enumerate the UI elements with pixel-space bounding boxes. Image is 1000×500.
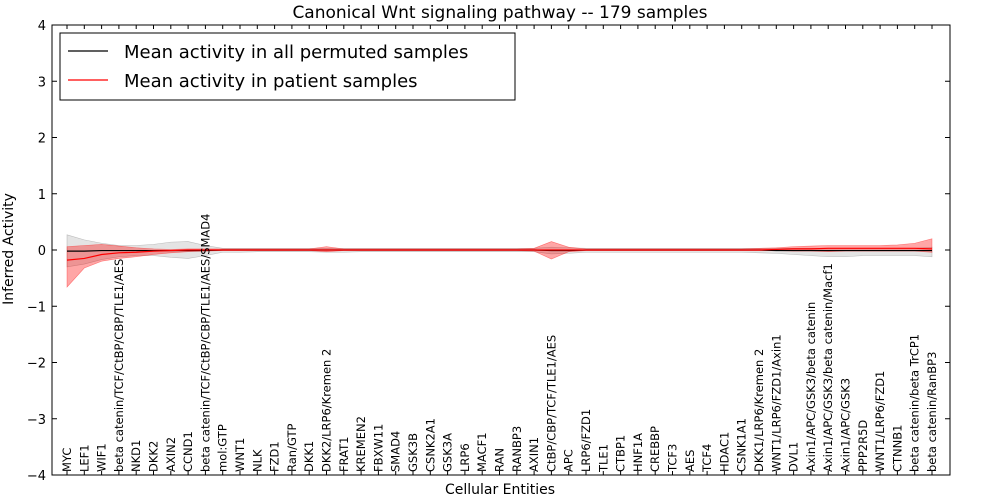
category-label: GSK3B — [406, 433, 420, 472]
category-label: mol:GTP — [216, 424, 230, 472]
category-label: DKK2 — [147, 441, 161, 472]
category-label: TCF3 — [666, 444, 680, 473]
y-tick-label: 0 — [38, 244, 46, 259]
category-label: beta catenin/beta TrCP1 — [908, 334, 922, 472]
legend-label-patient: Mean activity in patient samples — [124, 71, 418, 92]
category-label: CTBP1 — [614, 435, 628, 472]
category-label: WNT1/LRP6/FZD1/Axin1 — [769, 334, 783, 472]
y-tick-label: −1 — [27, 300, 46, 315]
category-label: Axin1/APC/GSK3/beta catenin/Macf1 — [821, 263, 835, 472]
category-label: WIF1 — [95, 443, 109, 472]
category-label: AXIN2 — [164, 437, 178, 472]
y-tick-label: −4 — [27, 469, 46, 484]
category-label: KREMEN2 — [354, 416, 368, 472]
category-label: APC — [562, 449, 576, 472]
y-tick-label: 3 — [38, 75, 46, 90]
x-axis-title: Cellular Entities — [445, 482, 555, 498]
category-label: beta catenin/RanBP3 — [925, 352, 939, 472]
category-label: CTNNB1 — [890, 425, 904, 472]
y-tick-label: −3 — [27, 413, 46, 428]
category-label: TLE1 — [596, 444, 610, 473]
category-label: TCF4 — [700, 444, 714, 473]
y-tick-label: 1 — [38, 188, 46, 203]
band-permuted — [66, 234, 933, 268]
category-label: DKK1 — [302, 441, 316, 472]
y-tick-label: 2 — [38, 132, 46, 147]
category-label: HNF1A — [631, 433, 645, 472]
category-label: FZD1 — [268, 441, 282, 472]
category-labels: MYC LEF1 WIF1 beta catenin/TCF/CtBP/CBP/TLE… — [60, 25, 939, 475]
legend-box — [59, 32, 516, 101]
category-label: RAN — [493, 448, 507, 472]
category-label: CSNK2A1 — [423, 418, 437, 472]
category-label: Ran/GTP — [285, 424, 299, 472]
category-label: AES — [683, 450, 697, 472]
chart-title: Canonical Wnt signaling pathway -- 179 s… — [292, 3, 707, 23]
lines-layer — [66, 247, 933, 261]
category-label: MACF1 — [475, 432, 489, 472]
y-tick-label: −2 — [27, 357, 46, 372]
category-label: LRP6/FZD1 — [579, 409, 593, 472]
plot-frame — [51, 24, 951, 476]
y-axis-title: Inferred Activity — [1, 193, 17, 305]
legend: Mean activity in all permuted samples Me… — [59, 32, 516, 101]
category-label: MYC — [60, 448, 74, 472]
category-label: SMAD4 — [389, 431, 403, 472]
category-label: LEF1 — [77, 444, 91, 472]
category-label: FRAT1 — [337, 437, 351, 472]
legend-label-permuted: Mean activity in all permuted samples — [124, 42, 468, 63]
category-label: PPP2R5D — [856, 420, 870, 472]
category-label: DKK1/LRP6/Kremen 2 — [752, 349, 766, 472]
category-label: CSNK1A1 — [735, 418, 749, 472]
category-label: DKK2/LRP6/Kremen 2 — [320, 349, 334, 472]
category-label: beta catenin/TCF/CtBP/CBP/TLE1/AES — [112, 259, 126, 472]
category-label: CtBP/CBP/TCF/TLE1/AES — [544, 335, 558, 472]
category-label: beta catenin/TCF/CtBP/CBP/TLE1/AES/SMAD4 — [198, 214, 212, 472]
category-label: NKD1 — [129, 440, 143, 472]
category-label: WNT1 — [233, 438, 247, 472]
category-label: FBXW11 — [371, 424, 385, 472]
category-label: Axin1/APC/GSK3/beta catenin — [804, 302, 818, 472]
category-label: AXIN1 — [527, 437, 541, 472]
category-label: Axin1/APC/GSK3 — [839, 378, 853, 472]
category-label: GSK3A — [441, 433, 455, 472]
category-label: DVL1 — [787, 442, 801, 472]
category-label: CCND1 — [181, 431, 195, 472]
category-label: CREBBP — [648, 426, 662, 472]
y-tick-label: 4 — [38, 19, 46, 34]
category-label: HDAC1 — [717, 432, 731, 472]
category-label: WNT1/LRP6/FZD1 — [873, 371, 887, 472]
category-label: RANBP3 — [510, 426, 524, 472]
category-label: NLK — [250, 449, 264, 472]
y-axis-ticks: −4 −3 −2 −1 0 1 2 3 4 — [27, 19, 950, 484]
series-line-patient — [66, 247, 933, 261]
category-label: LRP6 — [458, 443, 472, 472]
